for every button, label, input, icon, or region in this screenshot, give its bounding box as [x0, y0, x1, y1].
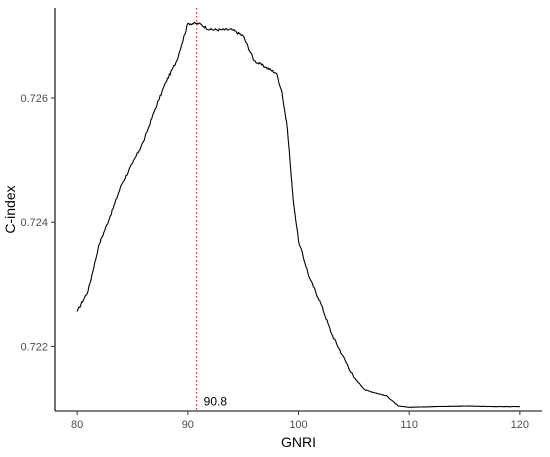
label-layer: GNRI C-index 90.8	[2, 185, 316, 450]
series-layer	[76, 21, 521, 408]
optimal-cutoff-label: 90.8	[204, 394, 228, 408]
c-index-series-line	[76, 21, 521, 408]
y-tick-label: 0.724	[20, 217, 48, 229]
x-tick-label: 100	[289, 419, 307, 431]
x-axis-title: GNRI	[281, 434, 316, 450]
x-tick-label: 90	[182, 419, 194, 431]
x-tick-label: 110	[400, 419, 418, 431]
y-tick-label: 0.722	[20, 341, 48, 353]
axes-layer: 80 90 100 110 120 0.722 0.724 0.726	[20, 8, 542, 431]
y-tick-label: 0.726	[20, 93, 48, 105]
y-axis-title: C-index	[2, 185, 18, 233]
x-tick-label: 120	[511, 419, 529, 431]
x-tick-label: 80	[71, 419, 83, 431]
